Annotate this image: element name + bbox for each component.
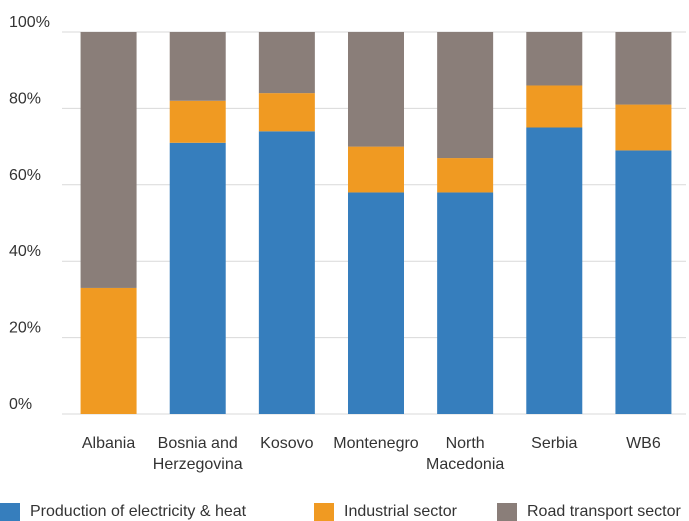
y-tick-label: 60% bbox=[9, 167, 41, 184]
bar-segment bbox=[258, 32, 315, 94]
legend-swatch bbox=[497, 503, 517, 521]
x-category-label: Montenegro bbox=[333, 435, 418, 452]
legend-item: Industrial sector bbox=[314, 503, 457, 521]
bar-segment bbox=[169, 100, 226, 143]
bar-segment bbox=[348, 32, 404, 147]
x-category-label: WB6 bbox=[626, 435, 661, 452]
bar-segment bbox=[526, 32, 583, 86]
legend: Production of electricity & heat Industri… bbox=[0, 503, 689, 521]
y-tick-label: 100% bbox=[9, 14, 50, 31]
bar-segment bbox=[526, 85, 583, 128]
legend-item: Production of electricity & heat bbox=[0, 503, 246, 521]
bar-segment bbox=[169, 142, 226, 414]
x-category-label: Serbia bbox=[531, 435, 577, 452]
bar-segment bbox=[80, 287, 137, 414]
bar-segment bbox=[348, 192, 404, 414]
x-category-label: Macedonia bbox=[426, 456, 504, 473]
bar-segment bbox=[526, 127, 583, 414]
legend-label: Road transport sector bbox=[527, 503, 681, 520]
x-category-label: Bosnia and bbox=[158, 435, 238, 452]
bar-segment bbox=[437, 158, 494, 193]
y-axis-ticks: 0% 20% 40% 60% 80% 100% bbox=[9, 14, 50, 413]
bar-segment bbox=[258, 131, 315, 414]
bar-segment bbox=[437, 192, 494, 414]
bar-segment bbox=[348, 146, 404, 193]
bar-segment bbox=[615, 32, 672, 105]
bar-segment bbox=[80, 32, 137, 288]
bar-segment bbox=[169, 32, 226, 101]
x-category-label: Albania bbox=[82, 435, 135, 452]
bar-segment bbox=[258, 93, 315, 132]
bar-segment bbox=[437, 32, 494, 159]
bar-segment bbox=[615, 150, 672, 415]
x-category-label: North bbox=[446, 435, 485, 452]
bars bbox=[80, 32, 672, 415]
legend-swatch bbox=[314, 503, 334, 521]
y-tick-label: 40% bbox=[9, 243, 41, 260]
legend-item: Road transport sector bbox=[497, 503, 681, 521]
bar-segment bbox=[615, 104, 672, 151]
y-tick-label: 80% bbox=[9, 90, 41, 107]
x-axis-labels: Albania Bosnia and Herzegovina Kosovo Monten… bbox=[82, 435, 661, 473]
legend-label: Production of electricity & heat bbox=[30, 503, 247, 520]
x-category-label: Kosovo bbox=[260, 435, 313, 452]
y-tick-label: 20% bbox=[9, 320, 41, 337]
legend-label: Industrial sector bbox=[344, 503, 457, 520]
legend-swatch bbox=[0, 503, 20, 521]
y-tick-label: 0% bbox=[9, 396, 32, 413]
x-category-label: Herzegovina bbox=[153, 456, 243, 473]
